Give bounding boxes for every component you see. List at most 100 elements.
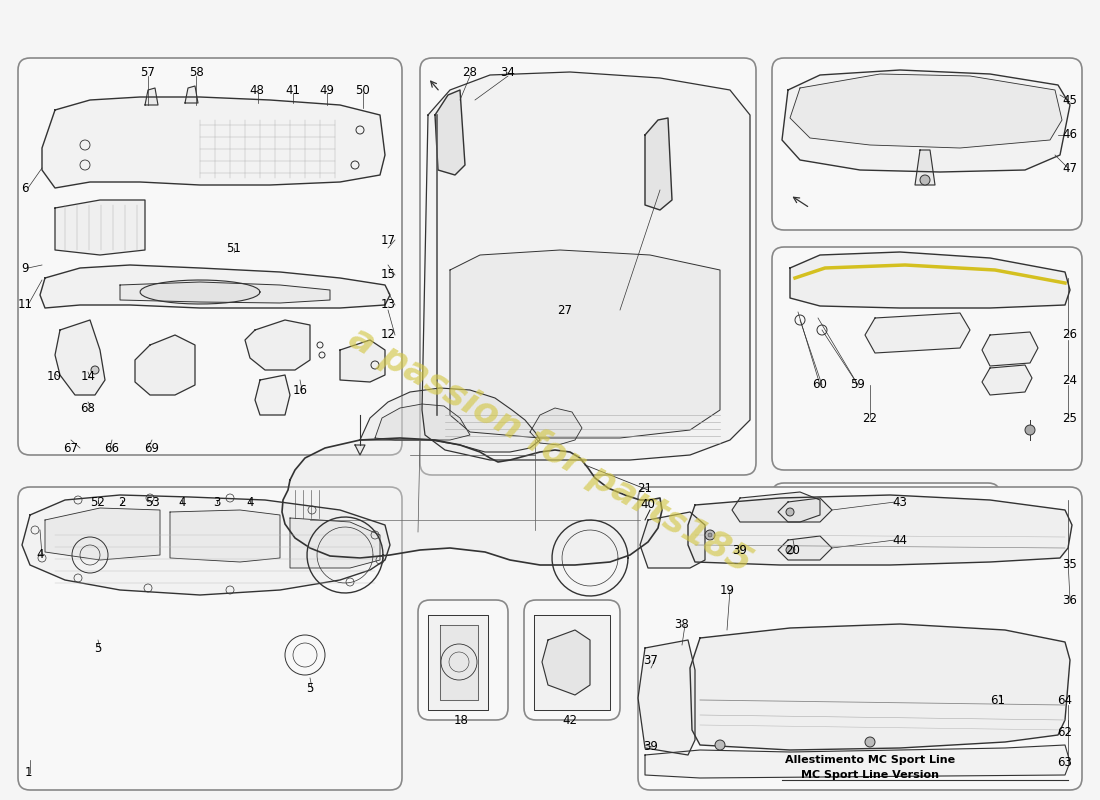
Circle shape (920, 175, 929, 185)
Polygon shape (778, 498, 832, 522)
Text: 22: 22 (862, 411, 878, 425)
Text: Allestimento MC Sport Line: Allestimento MC Sport Line (785, 755, 955, 765)
Text: 38: 38 (674, 618, 690, 631)
Polygon shape (428, 615, 488, 710)
Text: 49: 49 (319, 83, 334, 97)
Polygon shape (255, 375, 290, 415)
Text: 24: 24 (1063, 374, 1078, 386)
Polygon shape (40, 265, 390, 308)
Text: 15: 15 (381, 269, 395, 282)
Text: 3: 3 (213, 497, 221, 510)
Polygon shape (135, 335, 195, 395)
Text: 20: 20 (785, 543, 801, 557)
Text: 60: 60 (813, 378, 827, 391)
FancyBboxPatch shape (524, 600, 620, 720)
Text: 40: 40 (640, 498, 656, 511)
Circle shape (91, 366, 99, 374)
Text: 13: 13 (381, 298, 395, 311)
Text: 66: 66 (104, 442, 120, 454)
FancyBboxPatch shape (772, 58, 1082, 230)
Text: 61: 61 (990, 694, 1005, 706)
Text: 58: 58 (188, 66, 204, 79)
Text: 25: 25 (1063, 411, 1077, 425)
Text: 18: 18 (453, 714, 469, 726)
Text: 14: 14 (80, 370, 96, 383)
Polygon shape (982, 365, 1032, 395)
Text: 68: 68 (80, 402, 96, 414)
Polygon shape (450, 250, 720, 438)
Text: 21: 21 (638, 482, 652, 494)
FancyBboxPatch shape (420, 58, 756, 475)
Text: 4: 4 (178, 497, 186, 510)
Text: 41: 41 (286, 83, 300, 97)
Text: 27: 27 (558, 303, 572, 317)
Text: 34: 34 (500, 66, 516, 79)
Polygon shape (534, 615, 611, 710)
Polygon shape (778, 536, 832, 560)
Text: 19: 19 (719, 583, 735, 597)
Polygon shape (645, 745, 1070, 778)
Polygon shape (45, 508, 159, 560)
Text: 26: 26 (1063, 329, 1078, 342)
Polygon shape (140, 280, 260, 304)
Polygon shape (690, 624, 1070, 750)
Polygon shape (55, 200, 145, 255)
Text: a passion for parts185: a passion for parts185 (342, 321, 758, 579)
Text: 64: 64 (1057, 694, 1072, 706)
Text: 16: 16 (293, 383, 308, 397)
Circle shape (705, 530, 715, 540)
FancyBboxPatch shape (18, 487, 402, 790)
FancyBboxPatch shape (18, 58, 402, 455)
Polygon shape (865, 313, 970, 353)
Text: 4: 4 (246, 497, 254, 510)
Text: 28: 28 (463, 66, 477, 79)
Text: 47: 47 (1063, 162, 1078, 174)
Polygon shape (982, 332, 1038, 366)
Text: 52: 52 (90, 497, 106, 510)
Polygon shape (915, 150, 935, 185)
Text: 36: 36 (1063, 594, 1077, 606)
Polygon shape (645, 118, 672, 210)
FancyBboxPatch shape (772, 483, 1000, 570)
Text: 37: 37 (644, 654, 659, 666)
Polygon shape (440, 625, 478, 700)
Polygon shape (375, 404, 470, 440)
Circle shape (786, 546, 794, 554)
Text: 39: 39 (733, 543, 747, 557)
Polygon shape (22, 495, 390, 595)
Text: 46: 46 (1063, 129, 1078, 142)
Polygon shape (170, 510, 280, 562)
Text: 2: 2 (119, 497, 125, 510)
Polygon shape (120, 282, 330, 303)
Text: 45: 45 (1063, 94, 1077, 106)
Text: MC Sport Line Version: MC Sport Line Version (801, 770, 939, 780)
Polygon shape (290, 518, 380, 568)
Text: 57: 57 (141, 66, 155, 79)
Polygon shape (55, 320, 104, 395)
Polygon shape (638, 640, 695, 755)
FancyBboxPatch shape (772, 247, 1082, 470)
Text: 11: 11 (18, 298, 33, 311)
Circle shape (786, 508, 794, 516)
Text: 12: 12 (381, 329, 396, 342)
FancyBboxPatch shape (638, 487, 1082, 790)
Polygon shape (790, 252, 1070, 308)
Text: 63: 63 (1057, 757, 1072, 770)
Text: 5: 5 (306, 682, 313, 694)
Text: 42: 42 (562, 714, 578, 726)
Text: 9: 9 (21, 262, 29, 274)
Text: 43: 43 (892, 495, 907, 509)
FancyBboxPatch shape (418, 600, 508, 720)
Polygon shape (790, 74, 1062, 148)
Text: 69: 69 (144, 442, 159, 454)
Text: 39: 39 (644, 741, 659, 754)
Text: 5: 5 (95, 642, 101, 654)
Text: 62: 62 (1057, 726, 1072, 739)
Circle shape (865, 737, 874, 747)
Text: 44: 44 (892, 534, 907, 546)
Text: 6: 6 (21, 182, 29, 194)
Circle shape (715, 740, 725, 750)
Text: 51: 51 (227, 242, 241, 254)
Text: 50: 50 (355, 83, 371, 97)
Polygon shape (245, 320, 310, 370)
